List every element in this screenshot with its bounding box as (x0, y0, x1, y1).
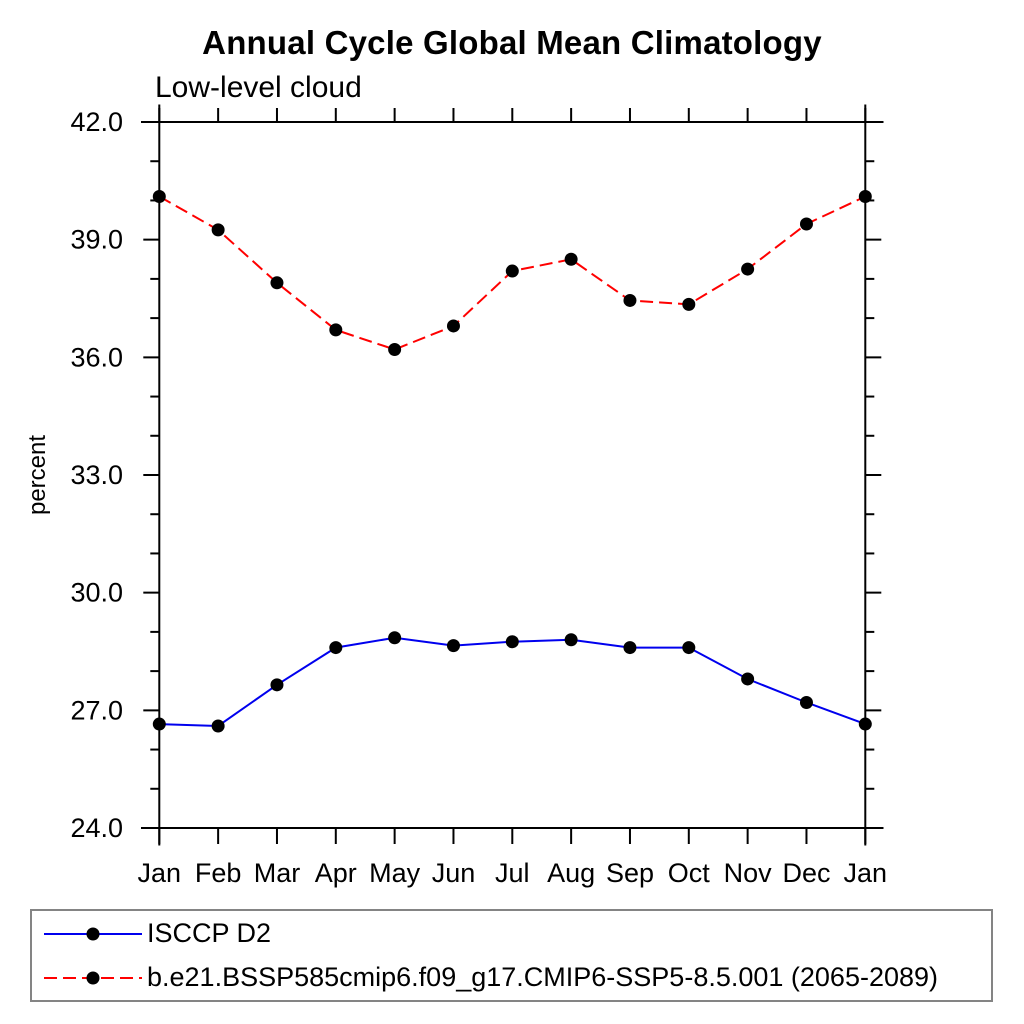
data-point-marker (799, 695, 813, 709)
y-tick-label: 33.0 (70, 460, 123, 490)
y-tick-label: 24.0 (70, 813, 123, 843)
x-tick-label: Oct (668, 858, 711, 888)
x-tick-label: Sep (606, 858, 654, 888)
x-tick-label: Jan (138, 858, 182, 888)
legend-marker-dot-icon (86, 971, 100, 984)
y-tick-label: 27.0 (70, 695, 123, 725)
y-tick-label: 30.0 (70, 578, 123, 608)
data-point-marker (152, 717, 166, 731)
data-point-marker (211, 223, 225, 237)
legend-row-model: b.e21.BSSP585cmip6.f09_g17.CMIP6-SSP5-8.… (32, 956, 991, 1000)
data-point-marker (446, 639, 460, 653)
data-point-marker (270, 678, 284, 692)
data-point-marker (564, 633, 578, 647)
legend-sample-solid-line-icon (44, 927, 142, 940)
x-tick-label: Jul (495, 858, 530, 888)
data-point-marker (623, 641, 637, 655)
legend-sample-dashed-line-icon (44, 971, 142, 984)
data-point-marker (505, 264, 519, 278)
legend-row-isccp: ISCCP D2 (32, 912, 991, 956)
data-point-marker (623, 293, 637, 307)
data-point-marker (741, 262, 755, 276)
chart-title: Annual Cycle Global Mean Climatology (202, 24, 822, 61)
x-tick-label: Jan (844, 858, 888, 888)
data-point-marker (858, 190, 872, 204)
data-point-marker (388, 342, 402, 356)
x-tick-label: Feb (195, 858, 242, 888)
y-tick-label: 39.0 (70, 225, 123, 255)
data-point-marker (858, 717, 872, 731)
legend: ISCCP D2 b.e21.BSSP585cmip6.f09_g17.CMIP… (30, 909, 993, 1002)
y-tick-label: 36.0 (70, 342, 123, 372)
x-tick-label: Nov (724, 858, 773, 888)
data-point-marker (799, 217, 813, 231)
data-point-marker (152, 190, 166, 204)
data-point-marker (682, 641, 696, 655)
y-axis-title: percent (24, 435, 51, 515)
data-point-marker (329, 323, 343, 337)
x-tick-label: Jun (432, 858, 476, 888)
y-tick-label: 42.0 (70, 107, 123, 137)
data-point-marker (446, 319, 460, 333)
legend-label-model: b.e21.BSSP585cmip6.f09_g17.CMIP6-SSP5-8.… (147, 962, 939, 992)
data-point-marker (329, 641, 343, 655)
legend-label-isccp: ISCCP D2 (147, 918, 272, 948)
data-point-marker (505, 635, 519, 649)
x-tick-label: Dec (782, 858, 830, 888)
x-tick-label: Mar (254, 858, 301, 888)
data-point-marker (270, 276, 284, 290)
data-point-marker (564, 252, 578, 266)
data-point-marker (682, 297, 696, 311)
chart-subtitle: Low-level cloud (155, 71, 362, 104)
plot-area: Jan Feb Mar Apr May Jun Jul Aug Sep Oct Nov Dec Jan 2… (24, 104, 888, 888)
legend-marker-dot-icon (86, 927, 100, 940)
series-line-0 (159, 636, 866, 728)
data-point-marker (388, 631, 402, 645)
x-tick-label: Aug (547, 858, 595, 888)
data-point-marker (211, 719, 225, 733)
x-tick-label: Apr (315, 858, 357, 888)
x-tick-label: May (369, 858, 421, 888)
data-point-marker (741, 672, 755, 686)
